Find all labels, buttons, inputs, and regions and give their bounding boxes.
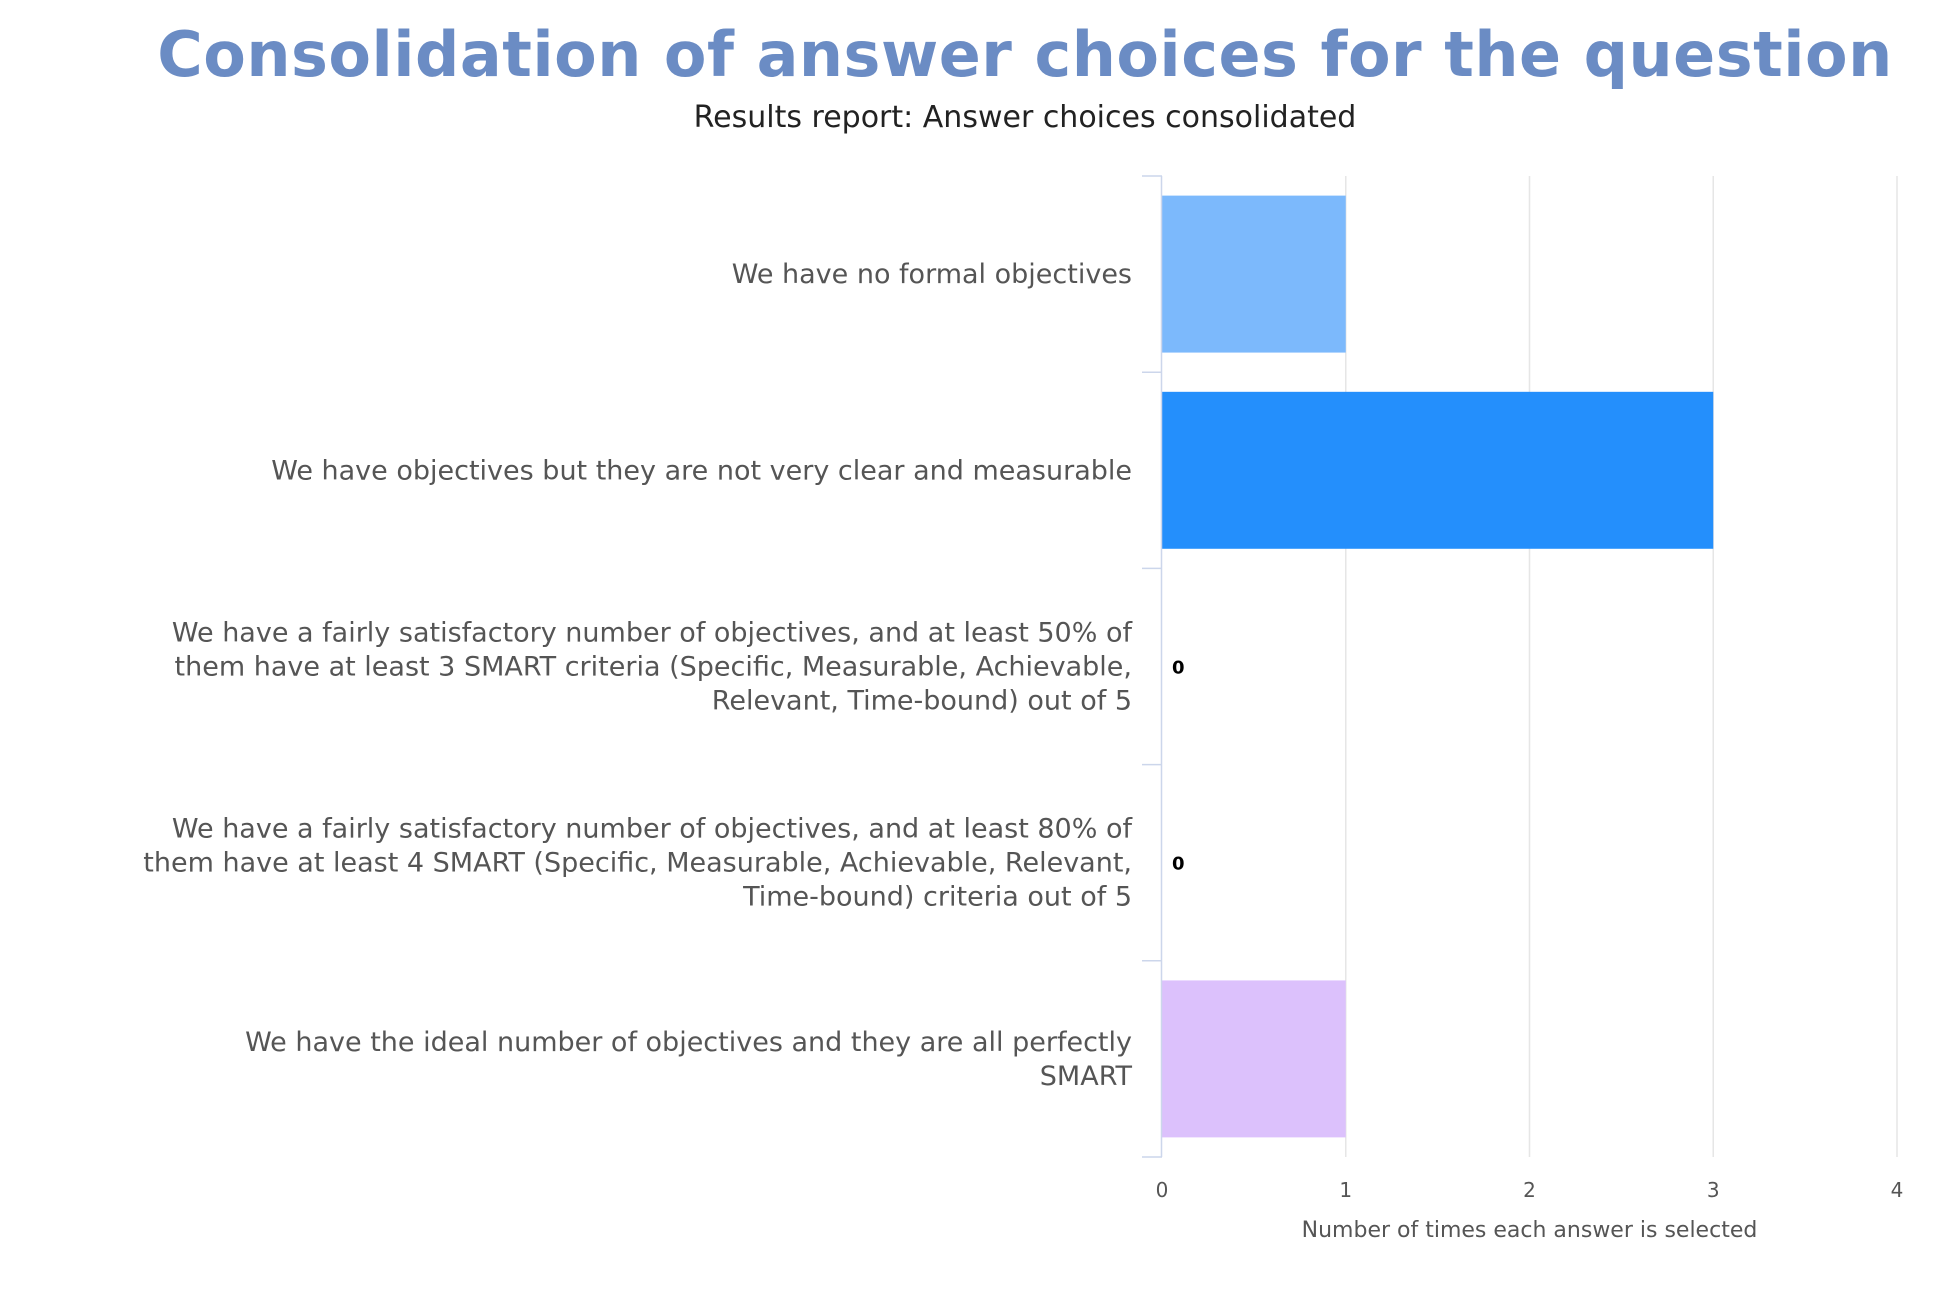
x-tick-label: 2 — [1523, 1178, 1536, 1202]
chart-subtitle: Results report: Answer choices consolida… — [693, 100, 1357, 135]
category-label: We have a fairly satisfactory number of … — [143, 814, 1133, 913]
x-axis-ticks: 0 1 2 3 4 — [1156, 1178, 1904, 1202]
x-tick-label: 3 — [1707, 1178, 1720, 1202]
chart-title: Consolidation of answer choices for the … — [157, 18, 1893, 91]
category-axis — [1142, 175, 1163, 1158]
bar — [1162, 391, 1714, 549]
x-tick-label: 4 — [1891, 1178, 1904, 1202]
x-tick-label: 0 — [1156, 1178, 1169, 1202]
data-label: 0 — [1172, 854, 1185, 875]
grid-lines — [1345, 176, 1898, 1157]
bar — [1162, 980, 1346, 1138]
category-label: We have a fairly satisfactory number of … — [172, 618, 1134, 717]
bar — [1162, 195, 1346, 353]
category-label: We have the ideal number of objectives a… — [245, 1027, 1132, 1092]
category-label: We have objectives but they are not very… — [271, 455, 1132, 486]
category-labels: We have no formal objectives We have obje… — [143, 259, 1133, 1092]
bars: 00 — [1162, 195, 1714, 1138]
data-label: 0 — [1172, 658, 1185, 679]
x-tick-label: 1 — [1339, 1178, 1352, 1202]
x-axis-title: Number of times each answer is selected — [1302, 1218, 1758, 1243]
category-label: We have no formal objectives — [732, 259, 1132, 290]
